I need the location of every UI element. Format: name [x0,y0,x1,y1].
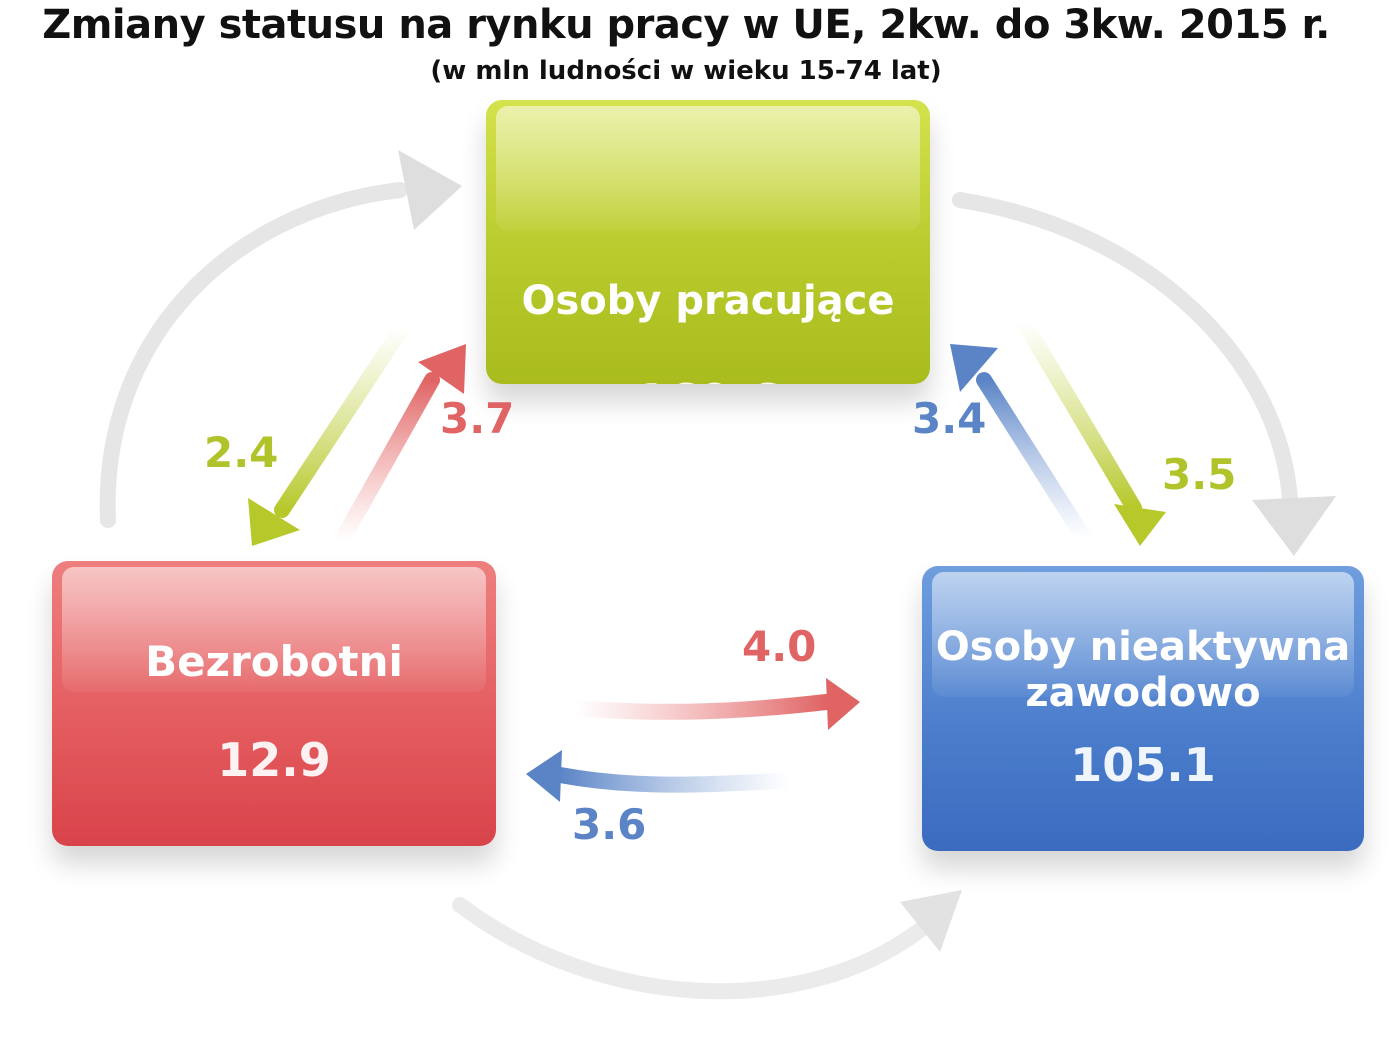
flow-arrow-unemployed-to-employed [334,372,440,548]
cycle-arrowhead-bottom [900,890,962,952]
cycle-arrowhead-right [1252,496,1336,556]
chart-subtitle: (w mln ludności w wieku 15-74 lat) [430,56,942,86]
node-unemployed-label: Bezrobotni [145,637,403,686]
node-inactive: Osoby nieaktywna zawodowo 105.1 [922,566,1364,851]
flow-value-unemployed-to-employed: 3.7 [440,394,515,443]
flow-arrowhead-inactive-to-employed [950,344,998,392]
cycle-arrowhead-left [398,150,462,230]
node-employed: Osoby pracujące 169.6 [486,100,930,384]
cycle-arrow-bottom [452,897,928,1000]
flow-arrow-employed-to-inactive [1016,314,1142,516]
flow-arrowhead-employed-to-inactive [1114,504,1166,546]
cycle-arrow-left [99,182,408,528]
flow-arrow-unemployed-to-inactive [568,694,834,720]
chart-title: Zmiany statusu na rynku pracy w UE, 2kw.… [42,2,1330,48]
node-employed-label: Osoby pracujące [521,278,895,324]
flow-value-employed-to-unemployed: 2.4 [204,428,279,477]
flow-value-employed-to-inactive: 3.5 [1162,450,1237,499]
flow-arrow-employed-to-unemployed [274,320,410,518]
flow-arrow-inactive-to-employed [976,372,1092,546]
flow-value-unemployed-to-inactive: 4.0 [742,622,817,671]
node-inactive-value: 105.1 [1070,738,1216,792]
flow-arrow-inactive-to-unemployed [552,767,798,793]
node-inactive-label-line1: Osoby nieaktywna [935,624,1351,670]
flow-arrowhead-inactive-to-unemployed [526,750,562,802]
flow-arrowhead-unemployed-to-employed [418,344,466,394]
node-inactive-label-line2: zawodowo [1025,670,1261,716]
flow-value-inactive-to-employed: 3.4 [912,394,987,443]
flow-arrowhead-employed-to-unemployed [248,498,300,546]
node-employed-value: 169.6 [486,374,930,384]
flow-value-inactive-to-unemployed: 3.6 [572,800,647,849]
cycle-arrow-right [952,192,1298,508]
node-unemployed: Bezrobotni 12.9 [52,561,496,846]
flow-arrowhead-unemployed-to-inactive [826,678,860,730]
node-unemployed-value: 12.9 [217,733,331,787]
